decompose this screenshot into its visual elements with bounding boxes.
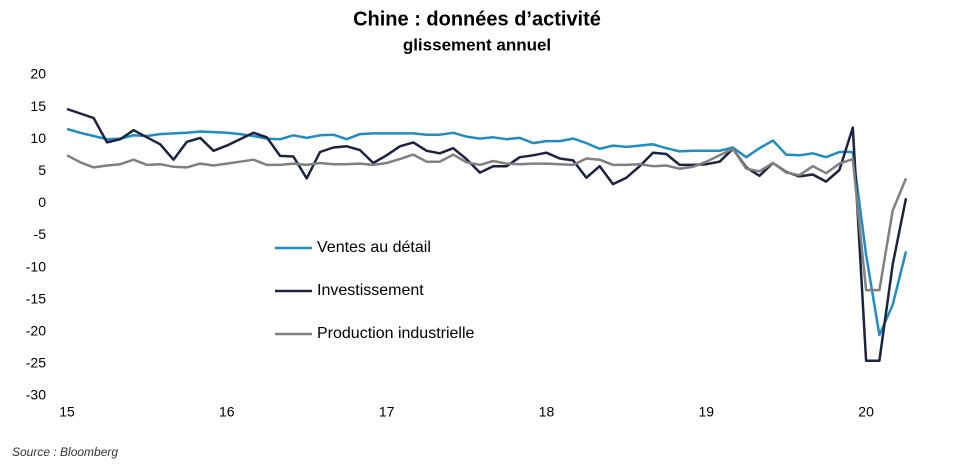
chart-subtitle: glissement annuel	[403, 35, 551, 54]
x-tick-label: 18	[539, 404, 555, 420]
x-tick-label: 20	[858, 404, 874, 420]
legend-label: Production industrielle	[317, 325, 475, 342]
x-tick-label: 19	[698, 404, 714, 420]
y-tick-label: -20	[26, 323, 46, 339]
x-tick-label: 16	[219, 404, 235, 420]
series-line	[66, 107, 908, 362]
series-line	[66, 147, 908, 292]
chart-title: Chine : données d’activité	[353, 8, 601, 30]
x-tick-label: 17	[379, 404, 395, 420]
y-tick-label: 15	[30, 98, 46, 114]
y-tick-label: -25	[26, 355, 46, 371]
x-tick-label: 15	[59, 404, 75, 420]
y-tick-label: -30	[26, 387, 46, 403]
series-line	[66, 127, 908, 337]
y-tick-label: 20	[30, 66, 46, 82]
y-tick-label: -15	[26, 290, 46, 306]
legend-label: Investissement	[317, 282, 424, 299]
y-tick-label: 5	[38, 162, 46, 178]
y-tick-label: -5	[34, 226, 47, 242]
legend-label: Ventes au détail	[317, 239, 431, 256]
source: Source : Bloomberg	[12, 445, 118, 459]
y-tick-label: 10	[30, 130, 46, 146]
y-tick-label: 0	[38, 194, 46, 210]
y-tick-label: -10	[26, 258, 46, 274]
